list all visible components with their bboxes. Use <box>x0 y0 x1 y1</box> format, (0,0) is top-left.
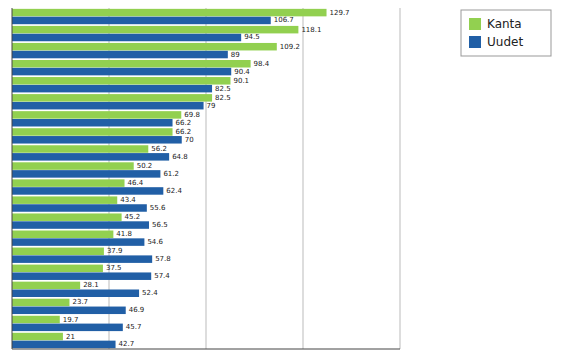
data-label: 66.2 <box>176 119 192 127</box>
grid-line <box>109 8 110 349</box>
bar <box>12 34 241 42</box>
data-label: 98.4 <box>254 60 270 68</box>
bar <box>12 162 134 170</box>
data-label: 45.2 <box>125 213 141 221</box>
data-label: 90.1 <box>233 77 249 85</box>
bar <box>12 9 327 17</box>
data-label: 55.6 <box>150 204 166 212</box>
legend-label: Kanta <box>487 17 522 31</box>
bar <box>12 341 116 349</box>
bar <box>12 324 123 332</box>
data-label: 57.4 <box>154 272 170 280</box>
data-label: 23.7 <box>72 298 88 306</box>
bar <box>12 221 149 229</box>
bar <box>12 204 147 212</box>
bar <box>12 43 277 51</box>
grid-line <box>400 8 401 349</box>
data-label: 90.4 <box>234 68 250 76</box>
legend-box <box>461 10 551 56</box>
bar <box>12 77 230 85</box>
bar <box>12 102 204 110</box>
data-label: 52.4 <box>142 289 158 297</box>
data-label: 69.8 <box>184 111 200 119</box>
bar <box>12 316 60 324</box>
data-label: 46.9 <box>129 306 145 314</box>
bar <box>12 248 104 256</box>
bar <box>12 153 169 161</box>
bar <box>12 111 181 119</box>
data-label: 42.7 <box>119 340 135 348</box>
legend: Kanta Uudet <box>461 10 551 56</box>
bar <box>12 85 212 93</box>
bar <box>12 307 126 315</box>
bar <box>12 231 113 239</box>
bar <box>12 255 152 263</box>
data-label: 56.2 <box>151 145 167 153</box>
data-label: 70 <box>185 136 194 144</box>
bar <box>12 17 271 25</box>
data-label: 45.7 <box>126 323 142 331</box>
data-label: 129.7 <box>330 9 350 17</box>
y-axis <box>12 8 13 349</box>
data-label: 79 <box>207 102 216 110</box>
bar <box>12 128 173 136</box>
data-label: 82.5 <box>215 85 231 93</box>
x-axis <box>12 349 400 350</box>
bars <box>12 9 327 348</box>
bar <box>12 51 228 59</box>
bar <box>12 289 139 297</box>
data-label: 56.5 <box>152 221 168 229</box>
data-label: 54.6 <box>147 238 163 246</box>
data-label: 19.7 <box>63 316 79 324</box>
data-label: 37.5 <box>106 264 122 272</box>
legend-swatch <box>469 18 481 30</box>
bar <box>12 170 160 178</box>
bar <box>12 196 117 204</box>
bar <box>12 272 151 280</box>
grid-line <box>206 8 207 349</box>
data-label: 89 <box>231 51 240 59</box>
data-label: 82.5 <box>215 94 231 102</box>
data-label: 57.8 <box>155 255 171 263</box>
data-label: 21 <box>66 333 75 341</box>
bar <box>12 145 148 153</box>
data-label: 50.2 <box>137 162 153 170</box>
data-label: 62.4 <box>166 187 182 195</box>
bar <box>12 213 122 221</box>
bar <box>12 60 251 68</box>
bar <box>12 136 182 144</box>
data-label: 37.9 <box>107 247 123 255</box>
bar <box>12 187 163 195</box>
data-label: 61.2 <box>163 170 179 178</box>
bar <box>12 179 125 187</box>
bar <box>12 265 103 273</box>
bar <box>12 94 212 102</box>
data-label: 106.7 <box>274 16 294 24</box>
chart: 129.7106.7118.194.5109.28998.490.490.182… <box>0 0 561 359</box>
data-label: 109.2 <box>280 43 300 51</box>
data-label: 66.2 <box>176 128 192 136</box>
legend-label: Uudet <box>487 35 523 49</box>
data-label: 43.4 <box>120 196 136 204</box>
legend-swatch <box>469 36 481 48</box>
bar <box>12 299 69 307</box>
bar <box>12 26 298 34</box>
bar <box>12 68 231 76</box>
bar <box>12 238 144 246</box>
data-label: 94.5 <box>244 33 260 41</box>
grid <box>109 8 400 349</box>
data-label: 46.4 <box>128 179 144 187</box>
data-label: 28.1 <box>83 281 99 289</box>
data-label: 41.8 <box>116 230 132 238</box>
data-labels: 129.7106.7118.194.5109.28998.490.490.182… <box>63 9 350 349</box>
bar <box>12 282 80 290</box>
grid-line <box>303 8 304 349</box>
data-label: 118.1 <box>301 26 321 34</box>
bar <box>12 333 63 341</box>
data-label: 64.8 <box>172 153 188 161</box>
bar <box>12 119 173 127</box>
